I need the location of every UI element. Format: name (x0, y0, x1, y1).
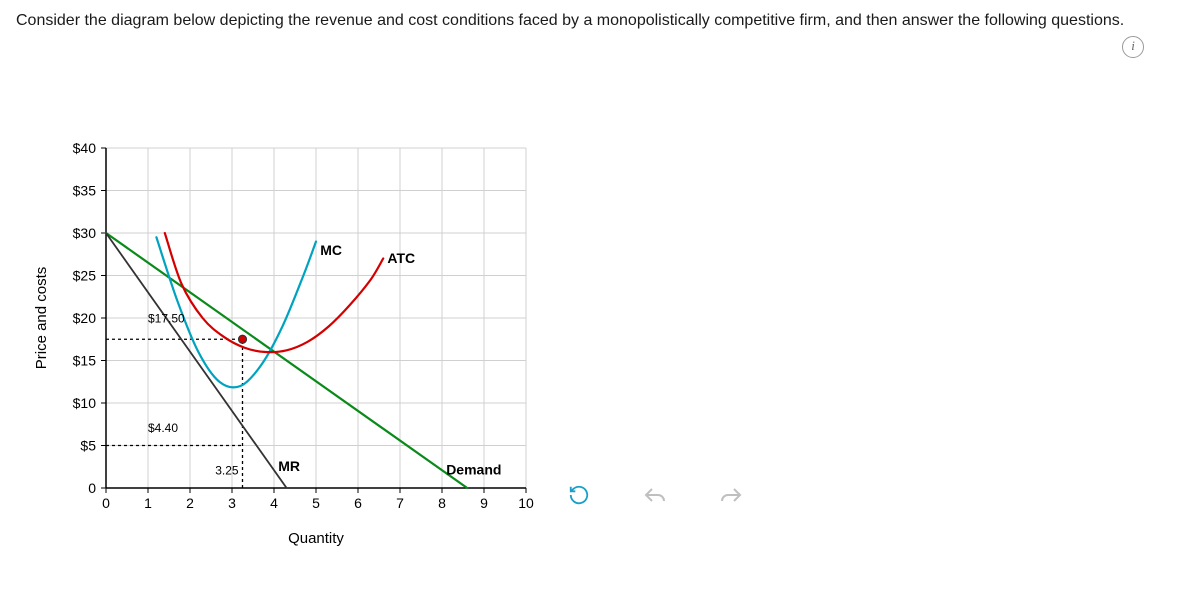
svg-text:$4.40: $4.40 (148, 421, 178, 435)
svg-text:3.25: 3.25 (215, 464, 239, 478)
svg-text:$20: $20 (73, 310, 97, 326)
svg-text:10: 10 (518, 495, 534, 511)
svg-text:Demand: Demand (446, 462, 501, 478)
svg-text:ATC: ATC (387, 250, 415, 266)
svg-text:MR: MR (278, 458, 300, 474)
svg-text:$25: $25 (73, 268, 97, 284)
info-icon[interactable]: i (1122, 36, 1144, 58)
svg-text:$30: $30 (73, 225, 97, 241)
chart-container: 0 1 2 3 4 5 6 7 8 9 10 0 $5 $10 $15 $20 $25 $30 $35 $40 Quan… (16, 118, 576, 568)
redo-icon[interactable] (718, 482, 744, 508)
svg-text:5: 5 (312, 495, 320, 511)
svg-text:4: 4 (270, 495, 278, 511)
svg-text:3: 3 (228, 495, 236, 511)
svg-text:0: 0 (88, 480, 96, 496)
prompt-text: Consider the diagram below depicting the… (16, 12, 1124, 29)
svg-text:2: 2 (186, 495, 194, 511)
svg-text:9: 9 (480, 495, 488, 511)
question-prompt: Consider the diagram below depicting the… (16, 10, 1184, 32)
svg-text:0: 0 (102, 495, 110, 511)
svg-text:Price and costs: Price and costs (33, 267, 50, 370)
undo-icon[interactable] (642, 482, 668, 508)
svg-text:1: 1 (144, 495, 152, 511)
svg-text:MC: MC (320, 242, 342, 258)
cost-revenue-chart: 0 1 2 3 4 5 6 7 8 9 10 0 $5 $10 $15 $20 $25 $30 $35 $40 Quan… (16, 118, 576, 568)
svg-text:$40: $40 (73, 140, 97, 156)
svg-text:$5: $5 (80, 438, 96, 454)
chart-controls (566, 482, 744, 508)
svg-text:$10: $10 (73, 395, 97, 411)
svg-text:6: 6 (354, 495, 362, 511)
svg-text:Quantity: Quantity (288, 530, 344, 547)
svg-text:7: 7 (396, 495, 404, 511)
reset-icon[interactable] (566, 482, 592, 508)
svg-text:$15: $15 (73, 353, 97, 369)
svg-text:8: 8 (438, 495, 446, 511)
svg-text:$17.50: $17.50 (148, 312, 185, 326)
svg-text:$35: $35 (73, 183, 97, 199)
